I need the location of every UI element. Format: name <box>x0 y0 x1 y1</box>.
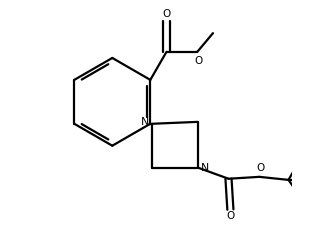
Text: O: O <box>162 9 171 19</box>
Text: O: O <box>226 211 235 221</box>
Text: O: O <box>256 164 264 174</box>
Text: N: N <box>201 164 209 174</box>
Text: O: O <box>194 56 203 66</box>
Text: N: N <box>141 117 149 127</box>
